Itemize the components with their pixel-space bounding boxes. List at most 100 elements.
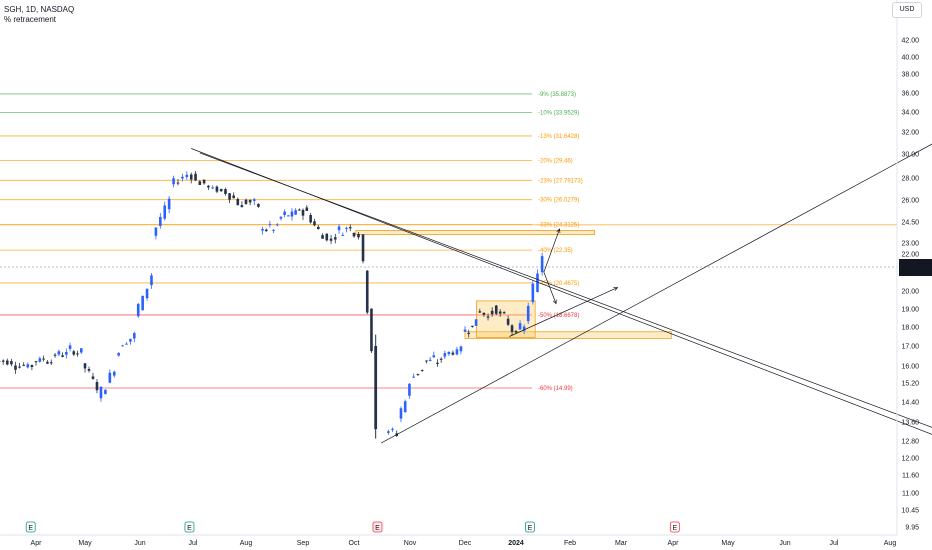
candle bbox=[305, 207, 309, 211]
zone-2 bbox=[476, 300, 536, 338]
candle bbox=[22, 364, 25, 366]
candle bbox=[286, 215, 290, 217]
projection-arrow-2 bbox=[509, 287, 618, 337]
candle bbox=[294, 210, 297, 215]
candle bbox=[26, 364, 30, 368]
y-tick-label: 12.80 bbox=[901, 439, 919, 446]
candle bbox=[99, 386, 103, 399]
candle bbox=[412, 376, 415, 378]
earnings-marker-0[interactable]: E bbox=[25, 521, 36, 533]
candle bbox=[502, 312, 506, 314]
candle bbox=[272, 229, 275, 231]
earnings-letter: E bbox=[375, 525, 380, 532]
candle bbox=[482, 312, 486, 315]
candle bbox=[95, 381, 99, 391]
x-tick-label: Jul bbox=[830, 540, 839, 547]
candle bbox=[167, 198, 171, 210]
x-tick-label: Aug bbox=[884, 540, 897, 547]
candle bbox=[498, 311, 502, 314]
x-tick-label: Apr bbox=[31, 540, 43, 547]
y-tick-label: 9.95 bbox=[905, 525, 919, 532]
candle bbox=[387, 431, 390, 433]
candle bbox=[451, 352, 455, 355]
candle bbox=[298, 209, 301, 211]
candle bbox=[65, 351, 68, 355]
candle bbox=[224, 189, 227, 194]
y-tick-label: 32.00 bbox=[901, 130, 919, 137]
earnings-marker-4[interactable]: E bbox=[669, 521, 680, 533]
candle bbox=[391, 428, 394, 430]
trend-line-0 bbox=[191, 148, 932, 435]
candle bbox=[141, 295, 144, 311]
fib-label-3: -20% (29.46) bbox=[538, 158, 573, 164]
x-tick-label: Jul bbox=[189, 540, 198, 547]
candle bbox=[87, 369, 91, 371]
candle bbox=[14, 365, 17, 370]
y-tick-label: 20.00 bbox=[901, 289, 919, 296]
earnings-box bbox=[525, 521, 535, 533]
candle bbox=[232, 195, 235, 199]
candle bbox=[163, 205, 167, 219]
earnings-marker-2[interactable]: E bbox=[372, 521, 383, 533]
y-tick-label: 30.00 bbox=[901, 152, 919, 159]
candle bbox=[341, 234, 345, 236]
candle bbox=[248, 200, 252, 203]
candle bbox=[283, 211, 286, 215]
y-tick-label: 11.60 bbox=[902, 473, 919, 480]
zone-1 bbox=[464, 331, 672, 339]
y-tick-label: 42.00 bbox=[901, 38, 919, 45]
earnings-marker-1[interactable]: E bbox=[184, 521, 195, 533]
y-tick-label: 23.00 bbox=[901, 241, 919, 248]
x-tick-label: Sep bbox=[297, 540, 310, 547]
candle bbox=[490, 310, 494, 315]
candle bbox=[202, 179, 206, 184]
y-tick-label: 26.00 bbox=[901, 198, 919, 205]
candle bbox=[526, 305, 530, 322]
candle bbox=[207, 185, 210, 188]
candle bbox=[348, 227, 352, 229]
y-tick-label: 17.00 bbox=[901, 344, 919, 351]
candle bbox=[536, 273, 539, 292]
price-tag-value: 21.40 bbox=[906, 262, 924, 269]
candle bbox=[18, 366, 21, 368]
candle bbox=[471, 325, 474, 327]
fib-label-2: -13% (31.6428) bbox=[538, 134, 579, 140]
candle bbox=[68, 345, 72, 349]
x-tick-label: Nov bbox=[404, 540, 417, 547]
candle bbox=[228, 193, 231, 200]
candle bbox=[194, 173, 197, 181]
fib-label-6: -33% (24.3125) bbox=[538, 223, 579, 229]
chart-title: SGH, 1D, NASDAQ bbox=[4, 5, 75, 14]
trend-lines bbox=[191, 143, 932, 444]
currency-button[interactable]: USD bbox=[892, 2, 922, 18]
candle bbox=[125, 343, 128, 345]
y-tick-label: 12.00 bbox=[901, 456, 919, 463]
earnings-marker-3[interactable]: E bbox=[525, 521, 535, 533]
fib-label-1: -10% (33.9529) bbox=[538, 111, 579, 117]
candle bbox=[185, 174, 189, 178]
candle bbox=[370, 308, 373, 352]
candle bbox=[83, 363, 87, 369]
candle bbox=[334, 237, 337, 240]
candle bbox=[506, 318, 510, 325]
x-tick-label: Feb bbox=[564, 540, 576, 547]
candle bbox=[34, 361, 38, 363]
fib-label-4: -23% (27.79173) bbox=[538, 178, 583, 184]
y-tick-label: 38.00 bbox=[901, 72, 919, 79]
y-tick-label: 34.00 bbox=[901, 110, 919, 117]
earnings-letter: E bbox=[528, 525, 533, 532]
price-tag-countdown: 06:23:12 bbox=[901, 269, 928, 276]
candle bbox=[365, 270, 369, 313]
candle bbox=[531, 283, 535, 303]
fib-levels: -9% (35.8873) -10% (33.9529) -13% (31.6428… bbox=[0, 92, 897, 392]
fib-label-8: -45% (20.4675) bbox=[538, 281, 579, 287]
candle bbox=[198, 181, 202, 185]
candle bbox=[261, 229, 264, 231]
candle bbox=[219, 188, 223, 192]
supply-demand-zones bbox=[355, 229, 672, 339]
candle bbox=[133, 333, 136, 339]
